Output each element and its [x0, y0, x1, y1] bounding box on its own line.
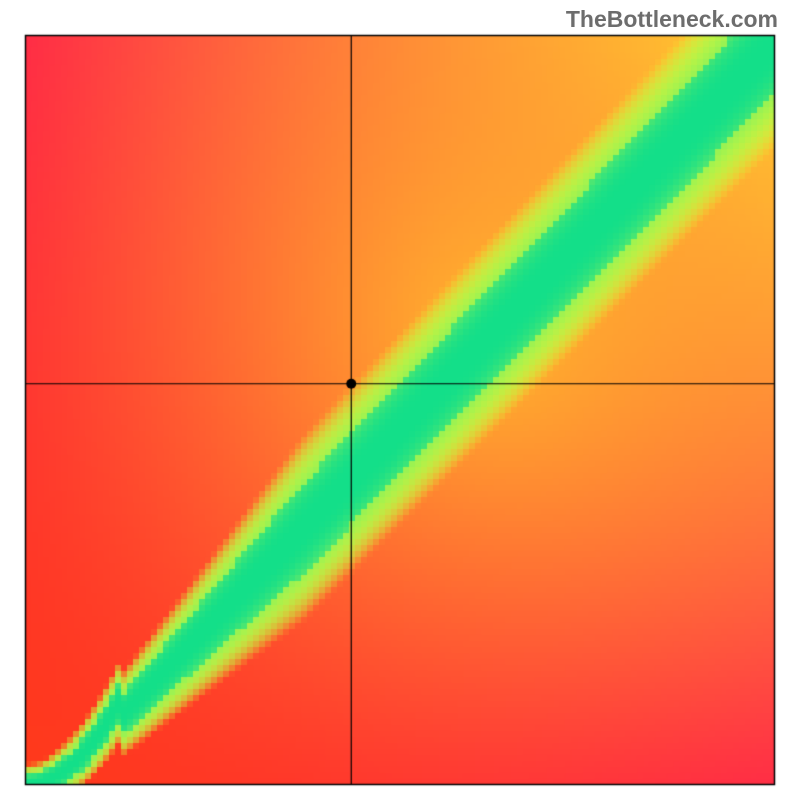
chart-container: { "chart": { "type": "heatmap", "canvas"… — [0, 0, 800, 800]
watermark-text: TheBottleneck.com — [566, 6, 778, 33]
heatmap-canvas — [0, 0, 800, 800]
